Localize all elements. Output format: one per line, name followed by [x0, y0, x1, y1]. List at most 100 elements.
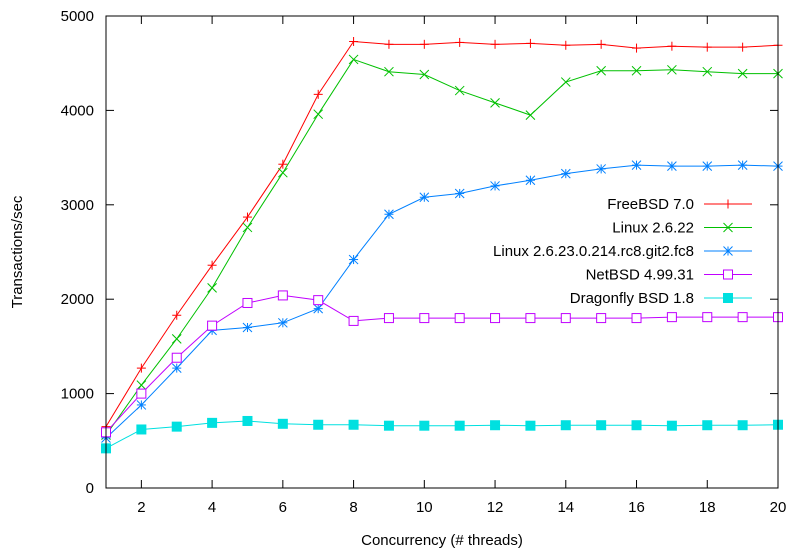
- data-point: [737, 420, 748, 431]
- data-point: [419, 420, 430, 431]
- legend-label: NetBSD 4.99.31: [586, 267, 694, 284]
- data-point: [454, 420, 465, 431]
- data-point: [242, 415, 253, 426]
- data-point: [171, 363, 182, 373]
- legend-label: FreeBSD 7.0: [607, 196, 694, 213]
- data-point: [384, 209, 394, 220]
- data-point: [277, 290, 288, 301]
- data-point: [384, 39, 394, 49]
- data-point: [560, 313, 571, 324]
- y-axis-label: Transactions/sec: [9, 195, 26, 308]
- data-point: [596, 164, 607, 174]
- x-tick-label: 16: [628, 499, 645, 516]
- data-point: [490, 39, 500, 49]
- data-point: [207, 417, 218, 428]
- data-point: [525, 313, 536, 324]
- data-point: [666, 312, 677, 323]
- x-tick-label: 4: [208, 499, 216, 516]
- data-point: [384, 66, 394, 77]
- data-point: [667, 161, 677, 171]
- y-tick-label: 3000: [61, 197, 94, 214]
- data-point: [702, 312, 713, 323]
- data-point: [136, 380, 147, 390]
- legend-item: NetBSD 4.99.31: [586, 267, 752, 284]
- data-point: [171, 421, 182, 432]
- data-point: [419, 313, 430, 324]
- data-point: [277, 418, 288, 429]
- data-point: [419, 192, 430, 203]
- data-point: [455, 37, 465, 47]
- data-point: [242, 322, 253, 333]
- x-tick-label: 10: [416, 499, 433, 516]
- x-axis-label: Concurrency (# threads): [361, 532, 523, 549]
- data-point: [277, 317, 288, 328]
- data-point: [348, 54, 359, 65]
- data-point: [560, 168, 571, 179]
- data-point: [702, 42, 712, 52]
- data-point: [136, 388, 147, 399]
- data-point: [490, 420, 501, 431]
- data-point: [525, 420, 536, 431]
- data-point: [348, 315, 359, 326]
- data-point: [136, 363, 146, 373]
- data-point: [631, 420, 642, 431]
- data-point: [596, 39, 606, 49]
- plot-frame: [105, 15, 779, 489]
- data-point: [631, 313, 642, 324]
- y-tick-label: 4000: [61, 102, 94, 119]
- legend: FreeBSD 7.0 Linux 2.6.22 Linux 2.6.23.0.21…: [493, 196, 752, 307]
- data-point: [454, 85, 465, 96]
- data-point: [242, 297, 253, 308]
- data-point: [737, 68, 748, 79]
- plot-area: [101, 36, 783, 454]
- data-point: [349, 36, 359, 46]
- y-tick-label: 1000: [61, 386, 94, 403]
- data-point: [560, 420, 571, 431]
- legend-item: FreeBSD 7.0: [607, 196, 752, 213]
- series-line: [105, 58, 778, 436]
- data-point: [277, 167, 288, 178]
- data-point: [171, 333, 182, 344]
- series-0: [101, 36, 783, 432]
- data-point: [737, 160, 748, 171]
- data-point: [207, 283, 217, 293]
- x-tick-label: 18: [699, 499, 716, 516]
- legend-item: Linux 2.6.22: [612, 220, 752, 237]
- series-1: [101, 54, 783, 440]
- data-point: [631, 65, 642, 76]
- data-point: [348, 419, 359, 430]
- data-point: [702, 66, 713, 77]
- data-point: [242, 222, 253, 233]
- data-point: [490, 313, 501, 324]
- data-point: [561, 40, 571, 50]
- x-tick-label: 2: [137, 499, 145, 516]
- data-point: [632, 43, 642, 53]
- data-point: [525, 175, 536, 186]
- data-point: [702, 420, 713, 431]
- data-point: [278, 159, 288, 169]
- data-point: [383, 313, 394, 324]
- data-point: [596, 65, 607, 76]
- data-point: [631, 160, 642, 171]
- data-point: [525, 38, 535, 48]
- legend-label: Linux 2.6.22: [612, 220, 694, 237]
- legend-swatch-marker: [723, 199, 733, 209]
- y-axis: 0 1000 2000 3000 4000 5000: [61, 8, 778, 497]
- data-point: [667, 41, 677, 51]
- data-point: [171, 352, 182, 363]
- data-point: [419, 39, 429, 49]
- x-axis: 2 4 6 8 10 12 14 16 18 20: [137, 16, 786, 516]
- data-point: [490, 97, 500, 108]
- y-tick-label: 2000: [61, 291, 94, 308]
- x-tick-label: 14: [557, 499, 574, 516]
- data-point: [313, 109, 324, 120]
- data-point: [454, 188, 465, 199]
- data-point: [737, 312, 748, 323]
- data-point: [207, 320, 218, 331]
- data-point: [419, 69, 430, 80]
- legend-swatch-marker: [723, 246, 733, 256]
- x-tick-label: 8: [349, 499, 357, 516]
- data-point: [313, 89, 323, 99]
- series-line: [105, 164, 779, 439]
- data-point: [348, 254, 359, 265]
